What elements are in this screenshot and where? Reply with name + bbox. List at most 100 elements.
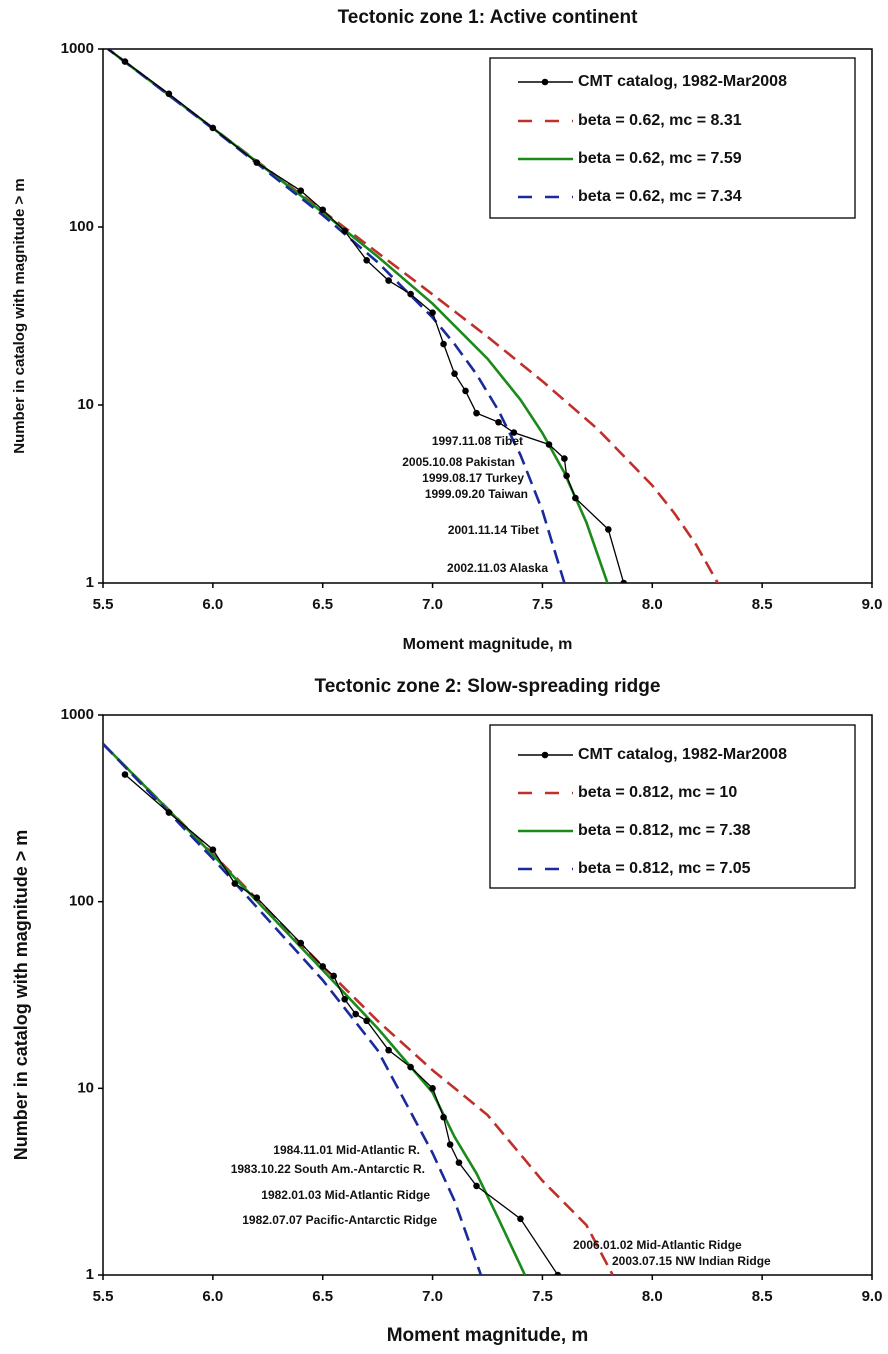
- x-tick-label: 7.0: [422, 596, 443, 613]
- y-tick-label: 100: [69, 893, 94, 910]
- annotation: 1997.11.08 Tibet: [432, 434, 523, 448]
- data-point: [209, 124, 217, 132]
- x-axis-label: Moment magnitude, m: [387, 1325, 589, 1346]
- series-line: [103, 742, 614, 1275]
- data-point: [554, 1271, 562, 1275]
- y-tick-label: 1000: [61, 706, 94, 723]
- x-tick-label: 6.0: [202, 1288, 223, 1305]
- data-point: [165, 809, 173, 816]
- data-point: [605, 526, 612, 533]
- data-point: [572, 494, 579, 502]
- data-point: [297, 187, 305, 194]
- data-point: [451, 370, 458, 377]
- legend-label: beta = 0.62, mc = 7.34: [578, 188, 742, 205]
- data-point: [545, 441, 553, 448]
- data-point: [319, 206, 327, 214]
- legend-label: beta = 0.62, mc = 8.31: [578, 112, 742, 129]
- data-point: [363, 257, 370, 264]
- data-point: [561, 455, 568, 462]
- plot-frame: [102, 714, 873, 1276]
- legend-label: CMT catalog, 1982-Mar2008: [578, 746, 787, 763]
- annotation: 1999.08.17 Turkey: [422, 471, 524, 485]
- data-point: [209, 846, 217, 853]
- data-point: [352, 1010, 359, 1018]
- data-point: [473, 409, 480, 417]
- data-point: [385, 277, 392, 284]
- x-tick-label: 5.5: [93, 1288, 114, 1305]
- data-point: [100, 42, 107, 49]
- y-tick-label: 100: [69, 218, 94, 235]
- x-tick-label: 8.0: [642, 596, 663, 613]
- annotation: 1999.09.20 Taiwan: [425, 487, 528, 501]
- data-point: [363, 1017, 370, 1025]
- annotation: 2001.11.14 Tibet: [448, 523, 539, 537]
- legend-label: beta = 0.812, mc = 7.05: [578, 860, 751, 877]
- x-tick-label: 9.0: [862, 596, 883, 613]
- data-point: [165, 90, 173, 98]
- data-point: [495, 418, 502, 426]
- data-point: [385, 1046, 392, 1054]
- y-axis-label: Number in catalog with magnitude > m: [11, 830, 31, 1161]
- data-point: [121, 771, 129, 778]
- series-line: [103, 743, 483, 1275]
- data-point: [440, 340, 447, 348]
- x-tick-label: 6.0: [202, 596, 223, 613]
- annotation: 1982.07.07 Pacific-Antarctic Ridge: [242, 1213, 437, 1227]
- plot-area: [103, 742, 614, 1275]
- x-tick-label: 7.5: [532, 1288, 553, 1305]
- data-point: [455, 1159, 463, 1166]
- data-point: [341, 995, 348, 1003]
- annotation: 1983.10.22 South Am.-Antarctic R.: [231, 1162, 425, 1176]
- chart-title: Tectonic zone 1: Active continent: [338, 7, 638, 28]
- series-line: [105, 49, 720, 583]
- data-point: [407, 1063, 414, 1071]
- data-point: [297, 939, 305, 947]
- x-tick-label: 7.5: [532, 596, 553, 613]
- x-tick-label: 6.5: [312, 1288, 333, 1305]
- data-point: [429, 1085, 436, 1092]
- data-point: [429, 309, 436, 317]
- data-point: [620, 579, 628, 583]
- data-point: [440, 1113, 447, 1121]
- y-tick-label: 1: [86, 1266, 94, 1283]
- data-point: [517, 1215, 524, 1223]
- data-point: [462, 387, 469, 395]
- chart-title: Tectonic zone 2: Slow-spreading ridge: [315, 676, 661, 697]
- y-tick-label: 1: [86, 574, 94, 591]
- legend-label: beta = 0.62, mc = 7.59: [578, 150, 742, 167]
- x-tick-label: 6.5: [312, 596, 333, 613]
- data-point: [253, 159, 261, 166]
- x-tick-label: 8.5: [752, 596, 773, 613]
- annotation: 1984.11.01 Mid-Atlantic R.: [273, 1143, 420, 1157]
- x-tick-label: 8.5: [752, 1288, 773, 1305]
- legend-marker: [541, 78, 549, 86]
- data-point: [253, 894, 261, 902]
- data-point: [319, 963, 327, 970]
- y-tick-label: 10: [77, 396, 94, 413]
- data-point: [231, 880, 239, 887]
- data-point: [407, 290, 414, 298]
- annotation: 2002.11.03 Alaska: [447, 561, 548, 575]
- series-line: [105, 49, 566, 583]
- y-axis-label: Number in catalog with magnitude > m: [11, 178, 28, 453]
- legend-box: [489, 724, 856, 889]
- data-point: [446, 1141, 454, 1148]
- annotation: 2005.10.08 Pakistan: [402, 455, 515, 469]
- y-tick-label: 1000: [61, 40, 94, 57]
- x-tick-label: 9.0: [862, 1288, 883, 1305]
- x-tick-label: 7.0: [422, 1288, 443, 1305]
- x-tick-label: 8.0: [642, 1288, 663, 1305]
- legend-marker: [541, 751, 549, 759]
- data-point: [473, 1182, 480, 1190]
- data-point: [341, 227, 348, 235]
- legend-label: CMT catalog, 1982-Mar2008: [578, 73, 787, 90]
- data-point: [330, 972, 338, 980]
- legend-label: beta = 0.812, mc = 10: [578, 784, 737, 801]
- data-point: [563, 472, 570, 480]
- data-point: [121, 58, 129, 65]
- plot-frame: [102, 48, 873, 584]
- annotation: 2006.01.02 Mid-Atlantic Ridge: [573, 1238, 742, 1252]
- series-line: [124, 774, 559, 1275]
- annotation: 2003.07.15 NW Indian Ridge: [612, 1254, 771, 1268]
